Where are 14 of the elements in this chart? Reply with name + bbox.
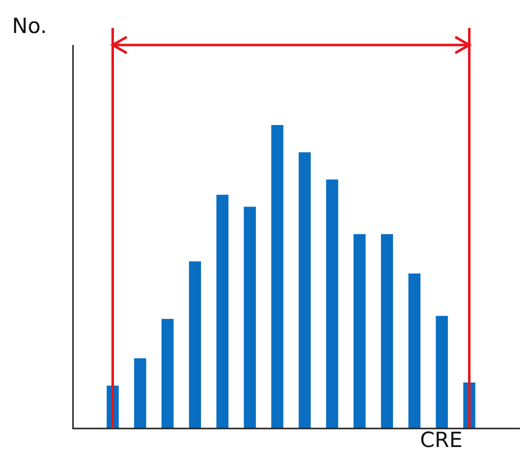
bar	[298, 152, 311, 428]
bar	[162, 318, 174, 428]
x-axis-title: CRE	[420, 428, 463, 452]
bar	[380, 234, 394, 428]
bar	[326, 180, 338, 428]
bar	[271, 125, 284, 428]
bar	[408, 273, 420, 428]
bar	[436, 316, 448, 428]
bar	[216, 194, 228, 428]
bar	[134, 358, 146, 428]
bar	[244, 206, 256, 428]
bar	[188, 261, 202, 428]
bar	[354, 234, 366, 428]
y-axis-title: No.	[12, 14, 47, 38]
